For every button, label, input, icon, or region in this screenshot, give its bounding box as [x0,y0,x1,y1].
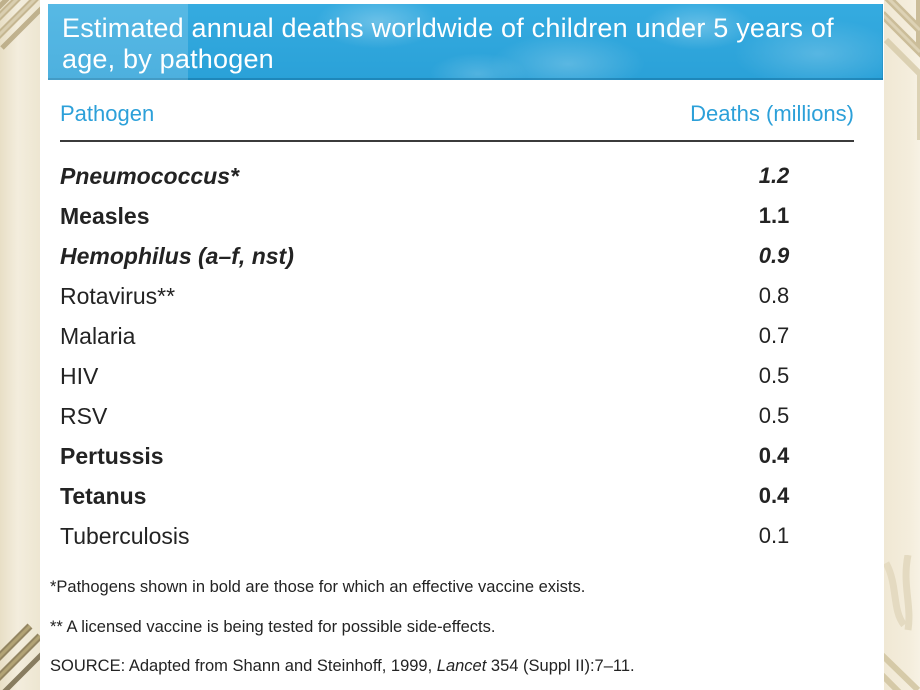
source-prefix: SOURCE: Adapted from Shann and Steinhoff… [50,657,437,675]
deaths-value: 0.4 [758,483,790,508]
column-header-deaths: Deaths (millions) [690,101,854,126]
source-citation: SOURCE: Adapted from Shann and Steinhoff… [50,657,635,676]
table-row: Hemophilus (a–f, nst) 0.9 [60,236,854,276]
table-row: Malaria 0.7 [60,316,854,356]
column-header-pathogen: Pathogen [60,101,155,126]
deaths-value: 0.7 [758,323,790,348]
table-row: Pertussis 0.4 [60,436,854,476]
pathogen-name: Malaria [60,322,136,349]
table-row: Rotavirus** 0.8 [60,276,854,316]
pathogen-name: Tetanus [60,482,147,509]
pathogen-name: Tuberculosis [60,522,190,549]
title-band: Estimated annual deaths worldwide of chi… [48,4,883,80]
table-row: RSV 0.5 [60,396,854,436]
table-row: Measles 1.1 [60,196,854,236]
table-row: Tuberculosis 0.1 [60,516,854,556]
pathogen-name: Rotavirus** [60,282,176,309]
deaths-value: 0.1 [758,523,790,548]
deaths-value: 0.4 [758,443,790,468]
content-panel: Estimated annual deaths worldwide of chi… [40,0,884,690]
pathogen-name: Hemophilus (a–f, nst) [60,242,294,269]
deaths-value: 0.9 [758,243,790,268]
source-suffix: 354 (Suppl II):7–11. [486,657,635,675]
table-row: Pneumococcus* 1.2 [60,156,854,196]
deaths-value: 0.8 [758,283,790,308]
source-journal: Lancet [436,657,487,675]
page-title: Estimated annual deaths worldwide of chi… [62,13,834,74]
pathogen-name: Pertussis [60,442,164,469]
table-header-row: Pathogen Deaths (millions) [60,101,854,127]
deaths-value: 0.5 [758,363,790,388]
deaths-value: 0.5 [758,403,790,428]
header-divider [60,140,854,142]
pathogen-name: Pneumococcus* [60,162,239,189]
footnote-licensed-vaccine: ** A licensed vaccine is being tested fo… [50,618,496,636]
background-right-strip [884,0,920,690]
pathogen-name: RSV [60,402,108,429]
pathogen-name: Measles [60,202,150,229]
background-left-strip [0,0,40,690]
pathogen-name: HIV [60,362,99,389]
table-row: Tetanus 0.4 [60,476,854,516]
pathogen-table: Pneumococcus* 1.2 Measles 1.1 Hemophilus… [60,156,854,556]
table-row: HIV 0.5 [60,356,854,396]
deaths-value: 1.1 [758,203,790,228]
footnote-bold-vaccine: *Pathogens shown in bold are those for w… [50,578,586,596]
deaths-value: 1.2 [758,163,790,188]
